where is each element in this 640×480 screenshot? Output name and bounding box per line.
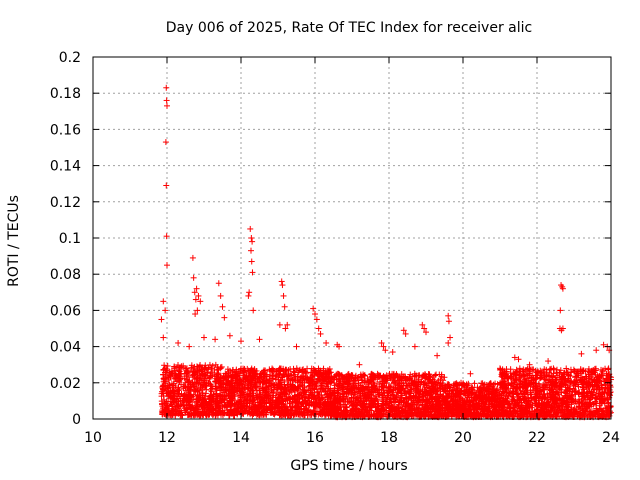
band-point: [185, 383, 192, 390]
band-point: [193, 406, 200, 413]
band-point: [200, 371, 207, 378]
band-point: [213, 390, 220, 397]
band-point: [213, 376, 220, 383]
band-point: [205, 406, 212, 413]
band-point: [161, 411, 168, 418]
grid: [93, 57, 611, 419]
band-point: [217, 365, 224, 372]
band-point: [163, 398, 170, 405]
band-point: [189, 379, 196, 386]
band-point: [173, 372, 180, 379]
band-point: [160, 366, 167, 373]
band-point: [188, 393, 195, 400]
band-point: [181, 392, 188, 399]
band-point: [165, 405, 172, 412]
band-point: [207, 401, 214, 408]
band-point: [203, 369, 210, 376]
chart-title: Day 006 of 2025, Rate Of TEC Index for r…: [166, 20, 532, 36]
band-point: [174, 395, 181, 402]
band-point: [201, 382, 208, 389]
band-point: [177, 365, 184, 372]
band-point: [197, 373, 204, 380]
band-point: [165, 372, 172, 379]
band-point: [208, 385, 215, 392]
band-point: [199, 392, 206, 399]
band-point: [169, 408, 176, 415]
band-point: [168, 393, 175, 400]
data-band: [158, 361, 614, 421]
band-point: [208, 410, 215, 417]
band-point: [194, 396, 201, 403]
band-point: [196, 364, 203, 371]
band-point: [215, 371, 222, 378]
band-point: [209, 405, 216, 412]
band-point: [173, 388, 180, 395]
band-point: [199, 403, 206, 410]
band-point: [164, 384, 171, 391]
band-point: [172, 405, 179, 412]
band-point: [308, 369, 315, 376]
band-point: [213, 375, 220, 382]
band-point: [161, 365, 168, 372]
band-point: [193, 379, 200, 386]
band-point: [190, 383, 197, 390]
band-point: [207, 370, 214, 377]
band-point: [166, 411, 173, 418]
band-point: [205, 366, 212, 373]
band-point: [198, 399, 205, 406]
band-point: [176, 375, 183, 382]
band-point: [182, 409, 189, 416]
band-point: [180, 395, 187, 402]
band-point: [209, 369, 216, 376]
band-point: [163, 406, 170, 413]
band-point: [199, 409, 206, 416]
band-point: [217, 374, 224, 381]
band-point: [188, 405, 195, 412]
band-point: [260, 397, 267, 404]
band-point: [187, 399, 194, 406]
band-point: [174, 402, 181, 409]
band-point: [177, 403, 184, 410]
band-point: [177, 376, 184, 383]
band-point: [159, 407, 166, 414]
band-point: [183, 402, 190, 409]
band-point: [183, 368, 190, 375]
band-point: [175, 391, 182, 398]
band-point: [161, 362, 168, 369]
band-point: [175, 361, 182, 368]
band-point: [191, 368, 198, 375]
band-point: [213, 383, 220, 390]
band-point: [210, 397, 217, 404]
band-point: [201, 377, 208, 384]
y-axis-label: ROTI / TECUs: [6, 195, 22, 287]
band-point: [171, 365, 178, 372]
band-point: [207, 381, 214, 388]
x-axis-label: GPS time / hours: [290, 458, 407, 474]
band-point: [203, 411, 210, 418]
band-point: [184, 376, 191, 383]
band-point: [220, 381, 227, 388]
band-point: [159, 385, 166, 392]
band-point: [219, 411, 226, 418]
band-point: [191, 410, 198, 417]
band-point: [176, 407, 183, 414]
band-point: [161, 375, 168, 382]
band-point: [206, 411, 213, 418]
band-point: [165, 385, 172, 392]
band-point: [180, 401, 187, 408]
band-point: [202, 404, 209, 411]
band-point: [188, 412, 195, 419]
band-point: [160, 392, 167, 399]
band-point: [200, 398, 207, 405]
band-point: [187, 387, 194, 394]
band-point: [212, 391, 219, 398]
band-point: [209, 362, 216, 369]
band-point: [184, 406, 191, 413]
band-point: [178, 411, 185, 418]
band-point: [201, 365, 208, 372]
band-point: [196, 377, 203, 384]
band-point: [212, 361, 219, 368]
band-point: [169, 370, 176, 377]
